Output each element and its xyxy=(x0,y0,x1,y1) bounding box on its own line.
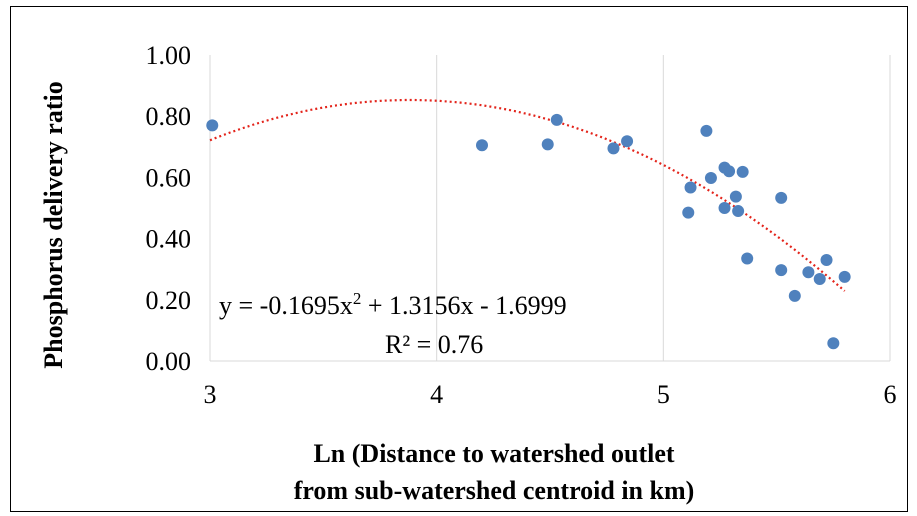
data-point-3 xyxy=(550,113,563,126)
data-points xyxy=(206,113,851,350)
y-tick-label-4: 0.80 xyxy=(146,102,192,131)
x-tick-label-3: 6 xyxy=(884,380,897,409)
x-axis-title-line2: from sub-watershed centroid in km) xyxy=(294,476,695,505)
data-point-22 xyxy=(820,254,833,267)
y-axis-title: Phosphorus delivery ratio xyxy=(39,81,68,368)
y-tick-labels: 0.00 0.20 0.40 0.60 0.80 1.00 xyxy=(146,41,192,376)
data-point-18 xyxy=(775,191,788,204)
data-point-9 xyxy=(704,172,717,185)
data-point-16 xyxy=(741,252,754,265)
y-tick-label-2: 0.40 xyxy=(146,225,192,254)
x-tick-label-2: 5 xyxy=(657,380,670,409)
x-tick-labels: 3 4 5 6 xyxy=(204,380,897,409)
data-point-4 xyxy=(607,142,620,155)
data-point-7 xyxy=(684,181,697,194)
data-point-6 xyxy=(682,206,695,219)
data-point-23 xyxy=(827,337,840,350)
data-point-0 xyxy=(206,119,219,132)
r-squared-label: R² = 0.76 xyxy=(385,330,483,359)
y-tick-label-5: 1.00 xyxy=(146,41,192,70)
chart-frame: 0.00 0.20 0.40 0.60 0.80 1.00 3 4 5 6 y = -0.169… xyxy=(10,6,908,512)
y-tick-label-1: 0.20 xyxy=(146,286,192,315)
data-point-2 xyxy=(541,138,554,151)
data-point-15 xyxy=(736,165,749,178)
data-point-5 xyxy=(621,135,634,148)
data-point-13 xyxy=(729,190,742,203)
data-point-12 xyxy=(723,165,736,178)
grid-lines xyxy=(209,55,891,362)
y-tick-label-3: 0.60 xyxy=(146,163,192,192)
y-tick-label-0: 0.00 xyxy=(146,347,192,376)
data-point-11 xyxy=(718,202,731,214)
scatter-chart: 0.00 0.20 0.40 0.60 0.80 1.00 3 4 5 6 y = -0.169… xyxy=(39,41,897,505)
x-tick-label-1: 4 xyxy=(430,380,443,409)
data-point-14 xyxy=(732,205,745,218)
data-point-24 xyxy=(838,270,851,283)
x-axis-title-line1: Ln (Distance to watershed outlet xyxy=(313,439,674,468)
data-point-1 xyxy=(476,139,488,152)
data-point-19 xyxy=(788,289,801,302)
data-point-17 xyxy=(775,264,788,277)
equation-label: y = -0.1695x2 + 1.3156x - 1.6999 xyxy=(219,289,567,320)
data-point-20 xyxy=(802,266,815,279)
trendline xyxy=(209,98,846,292)
data-point-21 xyxy=(813,272,826,285)
data-point-8 xyxy=(700,124,713,137)
x-tick-label-0: 3 xyxy=(204,380,217,409)
